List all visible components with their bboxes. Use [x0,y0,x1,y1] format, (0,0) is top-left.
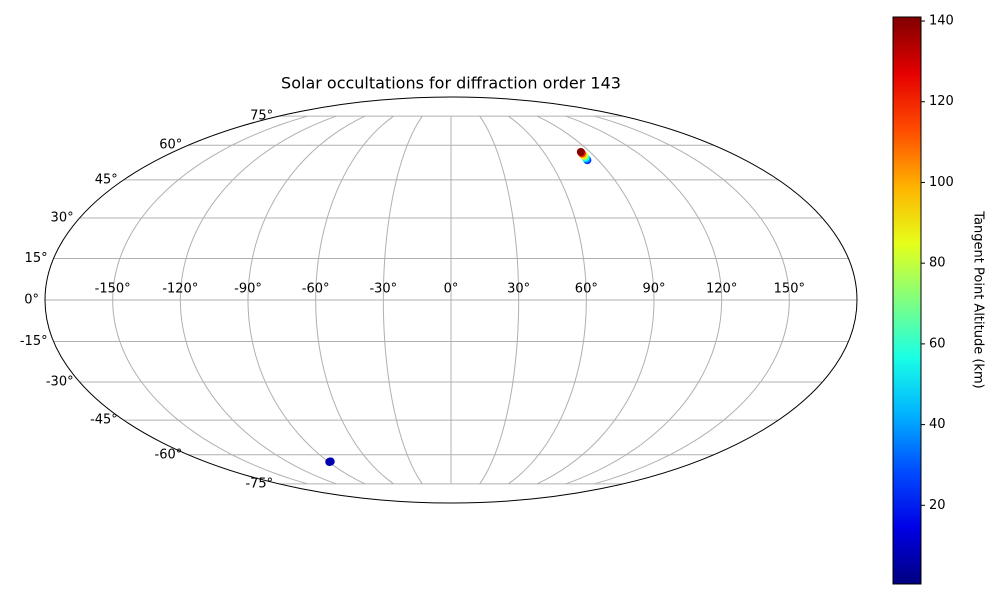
chart-title: Solar occultations for diffraction order… [281,74,621,93]
colorbar-tick-label: 140 [929,14,954,29]
x-tick-label: 30° [507,282,530,297]
grid-line [315,115,395,485]
x-tick-label: 0° [444,282,459,297]
colorbar-tick-label: 40 [929,417,946,432]
colorbar-tick-label: 120 [929,94,954,109]
grid-line [382,115,423,485]
grid-line [536,115,655,485]
colorbar-tick-label: 20 [929,498,946,513]
y-tick-label: -45° [90,413,118,428]
colorbar [892,16,922,585]
x-tick-label: -150° [95,282,131,297]
y-tick-label: 0° [24,293,39,308]
y-tick-label: -60° [155,447,183,462]
grid-line [565,115,723,485]
x-tick-label: -90° [234,282,262,297]
y-tick-label: 60° [159,138,182,153]
x-tick-label: 60° [575,282,598,297]
map-outline [44,96,858,504]
y-tick-label: -30° [46,375,74,390]
grid-line [594,115,790,485]
grid-line [179,115,337,485]
y-tick-label: 30° [51,210,74,225]
colorbar-tick-label: 60 [929,336,946,351]
colorbar-tick-label: 80 [929,256,946,271]
y-tick-label: -75° [245,476,273,491]
y-tick-label: 45° [95,172,118,187]
x-tick-label: -120° [162,282,198,297]
x-tick-label: -60° [302,282,330,297]
grid-line [247,115,366,485]
y-tick-label: -15° [20,334,48,349]
grid-line [112,115,308,485]
data-point [576,148,585,157]
x-tick-label: 90° [642,282,665,297]
colorbar-label: Tangent Point Altitude (km) [971,210,986,388]
data-point [326,457,335,466]
grid-line [507,115,587,485]
grid-line [479,115,520,485]
x-tick-label: -30° [369,282,397,297]
y-tick-label: 75° [250,109,273,124]
colorbar-tick-label: 100 [929,175,954,190]
x-tick-label: 120° [706,282,737,297]
y-tick-label: 15° [25,251,48,266]
grid [45,115,857,485]
x-tick-label: 150° [774,282,805,297]
